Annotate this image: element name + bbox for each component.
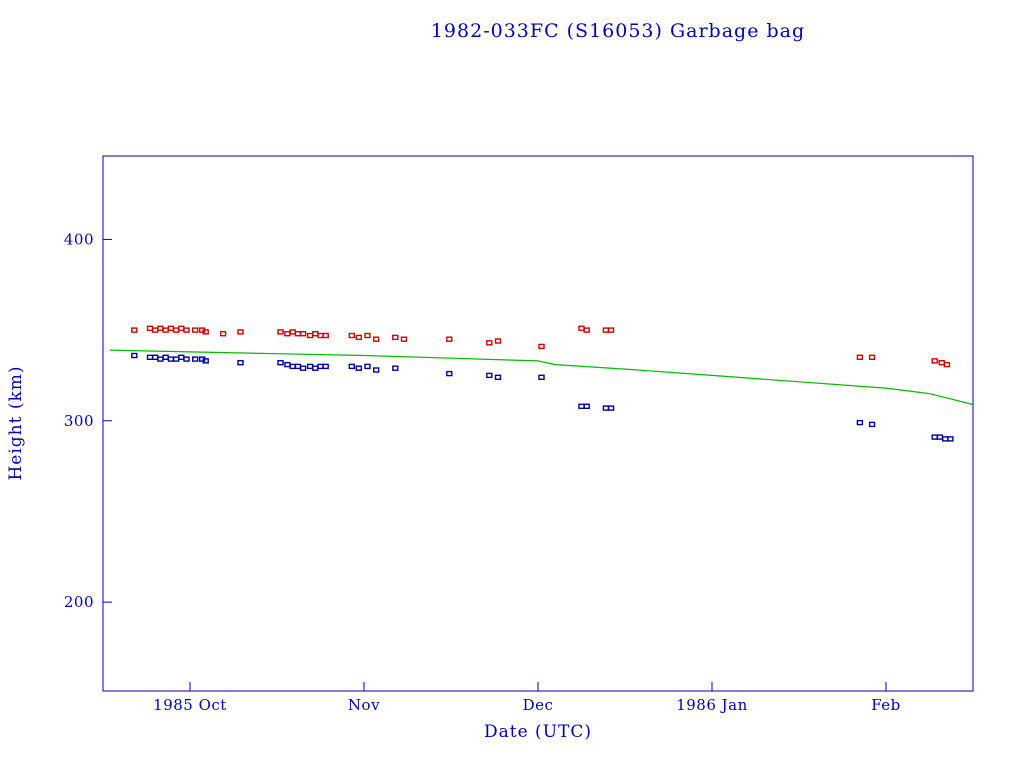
- apogee-height-marker: [486, 340, 493, 346]
- apogee-height-marker: [602, 327, 610, 333]
- apogee-height-marker: [219, 331, 227, 337]
- apogee-height-marker: [355, 334, 362, 341]
- apogee-height-marker: [151, 327, 159, 333]
- perigee-height-marker: [936, 434, 944, 440]
- perigee-height-marker: [317, 363, 324, 370]
- perigee-height-marker: [294, 363, 302, 370]
- perigee-height-marker: [947, 436, 954, 442]
- apogee-height-marker: [294, 331, 302, 337]
- apogee-height-marker: [202, 329, 209, 335]
- perigee-height-marker: [602, 405, 610, 411]
- perigee-height-marker: [583, 403, 590, 409]
- x-tick-label: Nov: [348, 696, 380, 714]
- apogee-height-marker: [183, 327, 190, 333]
- x-tick-label: 1986 Jan: [676, 696, 748, 714]
- apogee-height-marker: [578, 325, 585, 331]
- x-tick-label: 1985 Oct: [153, 696, 227, 714]
- apogee-height-marker: [938, 360, 945, 366]
- apogee-height-marker: [446, 336, 453, 342]
- apogee-height-marker: [931, 358, 938, 364]
- apogee-height-marker: [348, 332, 355, 339]
- chart-title: 1982-033FC (S16053) Garbage bag: [431, 20, 805, 42]
- perigee-height-marker: [167, 356, 175, 362]
- apogee-height-marker: [312, 331, 319, 337]
- apogee-height-marker: [317, 332, 324, 339]
- mean-height-line: [109, 349, 974, 406]
- perigee-height-marker: [299, 365, 307, 371]
- perigee-height-marker: [277, 360, 284, 366]
- apogee-height-marker: [146, 325, 154, 331]
- apogee-height-marker: [284, 331, 291, 337]
- perigee-height-marker: [931, 434, 938, 440]
- apogee-height-marker: [392, 334, 399, 341]
- axis-ticks-layer: 1985 Oct Nov Dec 1986 Jan Feb 200 300 400: [64, 230, 901, 714]
- apogee-height-marker: [167, 325, 175, 331]
- perigee-height-marker: [856, 419, 864, 426]
- x-tick-label: Dec: [523, 696, 554, 714]
- apogee-height-marker: [131, 327, 138, 333]
- y-tick-label: 200: [64, 593, 94, 611]
- apogee-height-marker: [289, 329, 296, 335]
- data-series-layer: [109, 325, 974, 442]
- perigee-height-marker: [284, 361, 291, 368]
- perigee-height-marker: [151, 354, 159, 360]
- perigee-height-marker: [868, 421, 876, 428]
- perigee-height-marker: [191, 356, 199, 362]
- perigee-height-marker: [289, 363, 296, 370]
- apogee-height-marker: [364, 332, 371, 339]
- apogee-height-marker: [172, 327, 180, 333]
- apogee-height-marker: [400, 336, 408, 342]
- perigee-height-marker: [392, 365, 399, 371]
- perigee-height-marker: [237, 360, 244, 366]
- apogee-height-marker: [856, 354, 864, 360]
- apogee-height-marker: [373, 336, 380, 342]
- perigee-height-marker: [364, 363, 371, 370]
- perigee-height-marker: [306, 363, 314, 370]
- apogee-height-marker: [306, 332, 314, 339]
- perigee-height-marker: [312, 365, 319, 371]
- apogee-height-marker: [943, 361, 951, 368]
- perigee-height-marker: [178, 354, 185, 360]
- apogee-height-marker: [583, 327, 590, 333]
- apogee-height-marker: [322, 332, 329, 339]
- y-tick-label: 300: [64, 412, 94, 430]
- perigee-height-marker: [942, 436, 949, 442]
- apogee-height-marker: [191, 327, 199, 333]
- apogee-height-marker: [162, 327, 169, 333]
- perigee-height-marker: [578, 403, 585, 409]
- apogee-height-marker: [157, 325, 164, 331]
- apogee-height-marker: [237, 329, 244, 335]
- apogee-height-marker: [299, 331, 307, 337]
- perigee-height-marker: [131, 352, 138, 359]
- x-axis-label: Date (UTC): [484, 722, 592, 742]
- perigee-height-marker: [322, 363, 329, 370]
- apogee-height-marker: [607, 327, 615, 333]
- apogee-height-marker: [277, 329, 284, 335]
- perigee-height-marker: [348, 363, 355, 370]
- plot-frame: [102, 155, 974, 692]
- y-axis-label: Height (km): [6, 365, 26, 480]
- y-tick-label: 400: [64, 230, 94, 248]
- apogee-height-marker: [178, 325, 185, 331]
- perigee-height-marker: [355, 365, 362, 371]
- perigee-height-marker: [538, 374, 545, 380]
- apogee-height-marker: [494, 338, 502, 344]
- perigee-height-marker: [373, 367, 380, 373]
- perigee-height-marker: [157, 356, 164, 362]
- perigee-height-marker: [172, 356, 180, 362]
- perigee-height-marker: [607, 405, 615, 411]
- apogee-height-marker: [868, 354, 876, 360]
- perigee-height-marker: [146, 354, 154, 360]
- perigee-height-marker: [202, 358, 209, 364]
- perigee-height-marker: [446, 370, 453, 377]
- apogee-height-marker: [538, 343, 545, 350]
- perigee-height-marker: [486, 372, 493, 379]
- x-tick-label: Feb: [871, 696, 901, 714]
- perigee-height-marker: [494, 374, 502, 380]
- perigee-height-marker: [162, 354, 169, 360]
- perigee-height-marker: [183, 356, 190, 362]
